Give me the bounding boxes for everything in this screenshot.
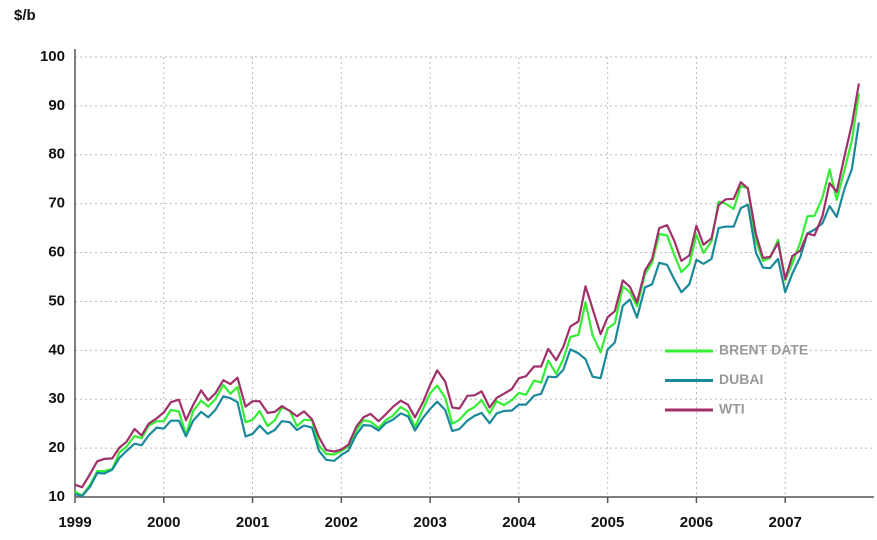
y-tick-label: 50 [48,292,65,309]
y-tick-label: 70 [48,195,65,212]
x-tick-label: 2003 [413,514,446,531]
series-line [74,122,860,498]
x-tick-label: 2006 [680,514,713,531]
y-tick-label: 30 [48,390,65,407]
x-tick-label: 2000 [147,514,180,531]
x-tick-label: 2004 [502,514,536,531]
y-tick-label: 60 [48,244,65,261]
x-tick-label: 2005 [591,514,624,531]
y-tick-label: 100 [40,48,65,65]
series-line [74,83,860,489]
legend-label: DUBAI [719,371,763,387]
x-tick-label: 2002 [325,514,358,531]
y-tick-label: 10 [48,488,65,505]
y-axis-unit: $/b [14,7,36,24]
series-line [74,93,860,497]
legend-label: WTI [719,401,745,417]
y-tick-label: 80 [48,146,65,163]
y-tick-label: 20 [48,439,65,456]
legend-label: BRENT DATE [719,342,808,358]
x-tick-label: 2001 [236,514,269,531]
y-tick-label: 40 [48,341,65,358]
x-tick-label: 1999 [58,514,91,531]
x-tick-label: 2007 [769,514,802,531]
y-tick-label: 90 [48,97,65,114]
